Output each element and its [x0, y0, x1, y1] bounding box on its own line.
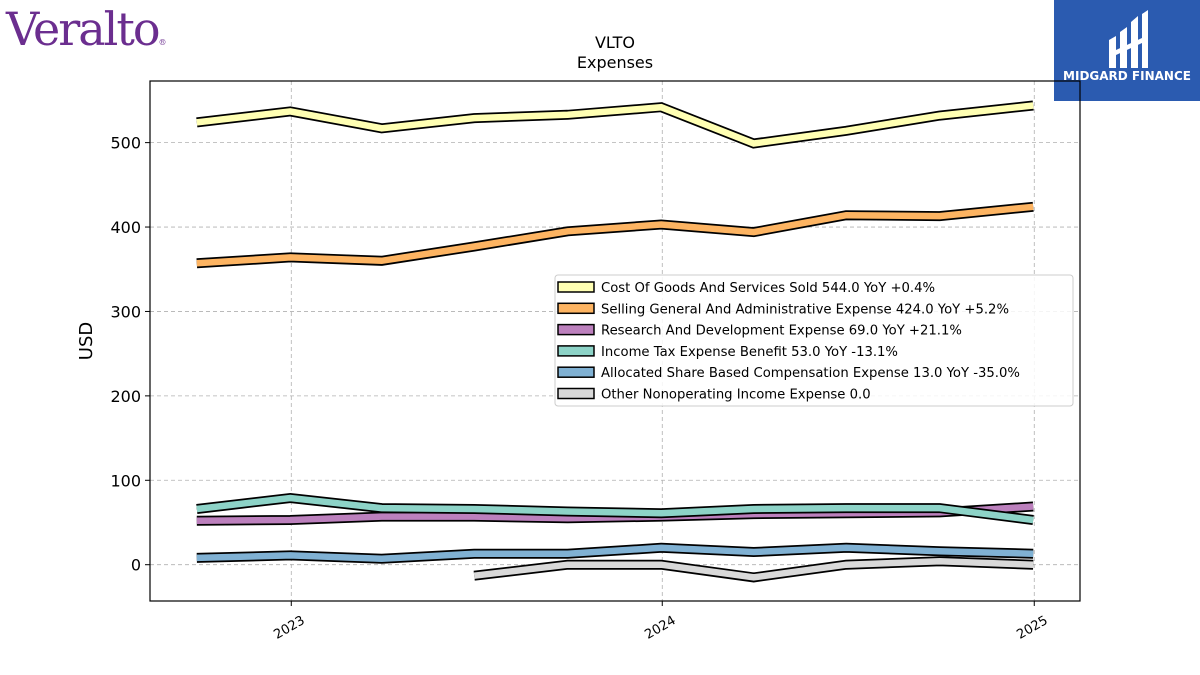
- series-selling-general-and-administrative-expense: [196, 201, 1034, 269]
- series-line: [196, 203, 1034, 267]
- legend-swatch: [557, 387, 595, 400]
- legend-swatch: [557, 281, 595, 293]
- series-line: [196, 494, 1034, 524]
- x-tick-label: 2023: [271, 613, 307, 643]
- chart-subtitle: Expenses: [577, 53, 653, 72]
- legend-entry-value: 13.0: [909, 366, 943, 381]
- y-tick-label: 400: [110, 218, 141, 237]
- legend-entry-name: Research And Development Expense: [601, 324, 845, 339]
- veralto-logo: Veralto®: [6, 2, 167, 56]
- x-tick-label: 2025: [1014, 613, 1050, 643]
- series-income-tax-expense-benefit: [196, 492, 1034, 525]
- legend-entry-yoy: YoY +5.2%: [934, 302, 1009, 317]
- legend-swatch: [557, 366, 595, 378]
- legend-entry: Income Tax Expense Benefit 53.0 YoY -13.…: [601, 345, 898, 360]
- legend-entry-value: 69.0: [845, 324, 879, 339]
- y-tick-label: 0: [131, 556, 141, 575]
- legend-swatch: [557, 302, 595, 315]
- series-line: [196, 102, 1034, 147]
- y-tick-label: 300: [110, 302, 141, 321]
- legend-entry-name: Selling General And Administrative Expen…: [601, 302, 892, 317]
- y-tick-label: 200: [110, 387, 141, 406]
- legend-swatch: [557, 323, 595, 336]
- series-line: [196, 544, 1034, 563]
- y-tick-label: 100: [110, 471, 141, 490]
- legend-entry: Selling General And Administrative Expen…: [601, 302, 1009, 317]
- legend-entry: Research And Development Expense 69.0 Yo…: [601, 324, 962, 339]
- veralto-logo-text: Veralto: [6, 2, 161, 56]
- legend-entry-yoy: YoY +21.1%: [878, 324, 962, 339]
- midgard-finance-logo: MIDGARD FINANCE: [1054, 0, 1200, 101]
- legend-entry: Other Nonoperating Income Expense 0.0: [601, 388, 871, 403]
- y-axis-label: USD: [76, 322, 97, 360]
- legend-entry-yoy: YoY -13.1%: [821, 345, 898, 360]
- plot-frame: [149, 80, 1081, 602]
- legend-entry-value: 0.0: [845, 388, 870, 403]
- legend-swatch: [557, 345, 595, 357]
- legend-entry-yoy: YoY +0.4%: [860, 281, 935, 296]
- legend-entry-value: 424.0: [892, 302, 934, 317]
- midgard-emblem-icon: [1109, 10, 1148, 68]
- legend-box: [554, 274, 1074, 407]
- legend-entry-yoy: YoY -35.0%: [942, 366, 1019, 381]
- series-allocated-share-based-compensation-expense: [196, 542, 1034, 564]
- veralto-trademark: ®: [158, 38, 167, 47]
- chart-title: VLTO: [595, 33, 635, 52]
- series-other-nonoperating-income-expense: [473, 556, 1034, 583]
- legend-entry: Cost Of Goods And Services Sold 544.0 Yo…: [601, 281, 935, 296]
- series-cost-of-goods-and-services-sold: [196, 100, 1034, 149]
- legend-entry-name: Income Tax Expense Benefit: [601, 345, 787, 360]
- midgard-finance-brand-text: MIDGARD FINANCE: [1063, 69, 1191, 83]
- legend-entry-value: 544.0: [818, 281, 860, 296]
- y-tick-label: 500: [110, 134, 141, 153]
- legend-entry: Allocated Share Based Compensation Expen…: [601, 366, 1020, 381]
- legend-entry-value: 53.0: [787, 345, 821, 360]
- x-tick-label: 2024: [642, 613, 678, 643]
- legend-entry-name: Other Nonoperating Income Expense: [601, 388, 845, 403]
- legend-entry-name: Cost Of Goods And Services Sold: [601, 281, 818, 296]
- legend-entry-name: Allocated Share Based Compensation Expen…: [601, 366, 909, 381]
